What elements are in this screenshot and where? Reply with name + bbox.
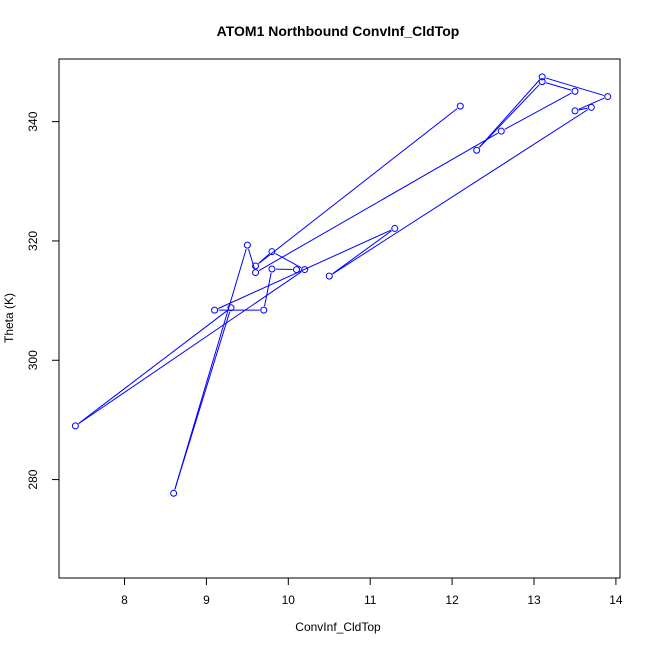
y-tick-label: 320: [26, 231, 40, 251]
data-point: [260, 306, 268, 314]
data-point: [571, 87, 579, 95]
series-segment: [332, 230, 392, 275]
series-segment: [248, 248, 255, 269]
data-point: [227, 304, 235, 312]
series-segment: [504, 92, 572, 130]
data-point: [243, 241, 251, 249]
data-point: [301, 266, 309, 274]
series-segment: [478, 79, 540, 148]
x-axis-label: ConvInf_CldTop: [295, 620, 381, 634]
x-tick-label: 12: [445, 593, 459, 607]
series-segment: [275, 253, 302, 269]
series-segment: [545, 82, 572, 91]
data-point: [293, 266, 301, 274]
data-point: [473, 146, 481, 154]
data-point: [268, 248, 276, 256]
y-tick-label: 340: [26, 111, 40, 131]
series-segment: [174, 248, 247, 490]
data-point: [325, 272, 333, 280]
data-point: [71, 422, 79, 430]
data-point: [571, 107, 579, 115]
data-point: [391, 224, 399, 232]
series-segment: [578, 107, 588, 111]
series-segment: [78, 271, 302, 425]
data-point: [211, 306, 219, 314]
data-point: [587, 103, 595, 111]
data-point: [252, 269, 260, 277]
chart-title: ATOM1 Northbound ConvInf_CldTop: [217, 23, 460, 39]
series-segment: [258, 132, 499, 272]
series-layer: [71, 73, 612, 497]
y-axis: 280 300 320 340: [26, 111, 60, 490]
x-tick-label: 8: [121, 593, 128, 607]
x-tick-label: 13: [527, 593, 541, 607]
data-point: [456, 102, 464, 110]
y-tick-label: 300: [26, 350, 40, 370]
x-tick-label: 11: [364, 593, 377, 607]
data-point: [604, 93, 612, 101]
series-segment: [479, 84, 540, 148]
series-segment: [78, 309, 229, 424]
data-point: [497, 127, 505, 135]
plot-frame: [58, 58, 621, 579]
data-point: [538, 78, 546, 86]
data-point: [252, 262, 260, 270]
series-segment: [545, 77, 605, 96]
series-segment: [264, 272, 272, 307]
series-segment: [332, 109, 589, 275]
x-tick-label: 14: [609, 593, 623, 607]
data-point: [268, 265, 276, 273]
x-axis: 8 9 10 11 12 13 14: [121, 577, 623, 607]
series-segment: [258, 108, 458, 264]
x-tick-label: 10: [282, 593, 296, 607]
y-tick-label: 280: [26, 469, 40, 489]
series-segment: [218, 229, 392, 309]
series-segment: [258, 253, 270, 264]
series-segment: [578, 97, 605, 110]
data-point: [170, 489, 178, 497]
data-point: [538, 73, 546, 81]
x-tick-label: 9: [203, 593, 210, 607]
y-axis-label: Theta (K): [2, 293, 16, 343]
